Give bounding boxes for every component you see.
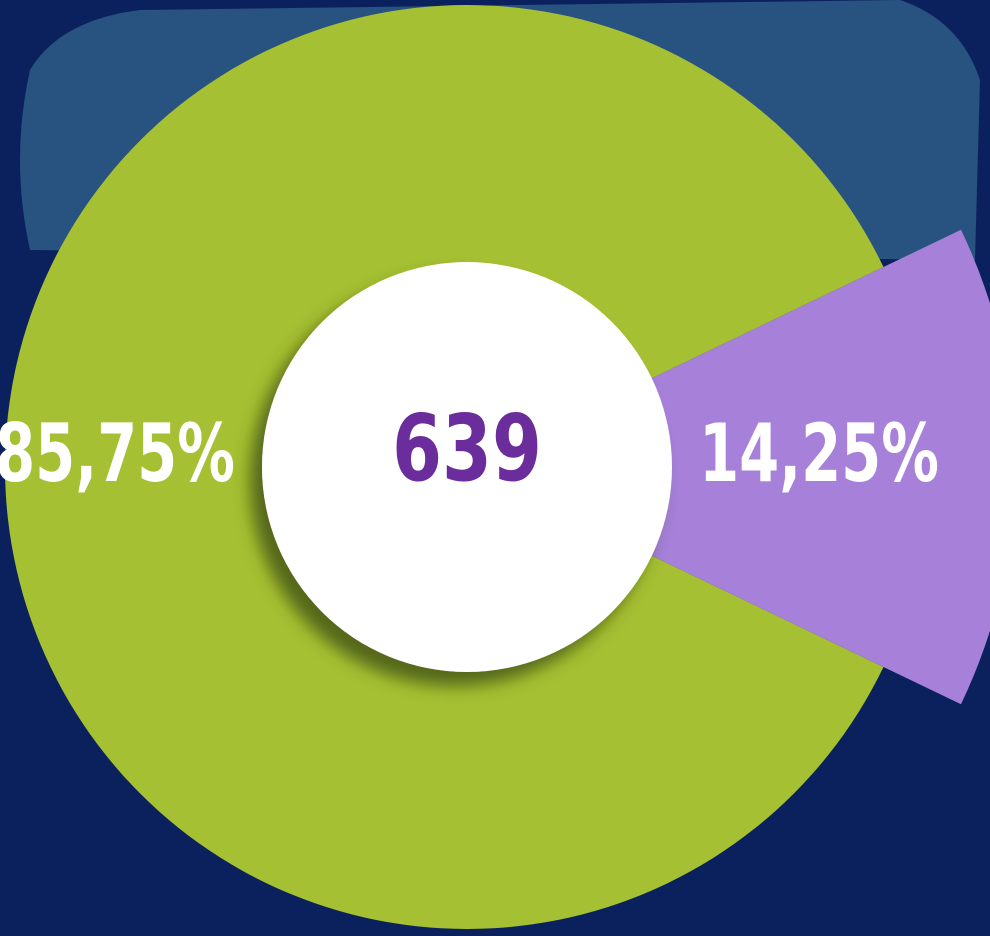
center-label: 639	[392, 395, 542, 502]
value-label: 14,25%	[699, 407, 939, 500]
page: {"chart_data": {"type": "donut", "values…	[0, 0, 990, 936]
chart: 639 85,75% 14,25%	[0, 0, 990, 936]
value-label: 85,75%	[0, 407, 235, 500]
